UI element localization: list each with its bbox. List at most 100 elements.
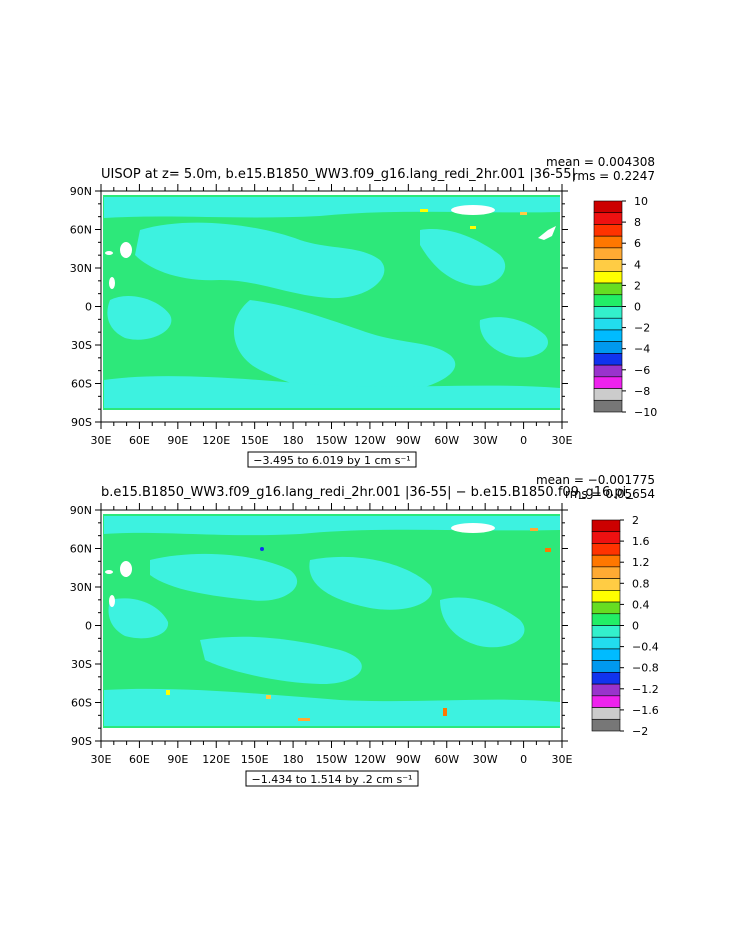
colorbar-swatch bbox=[593, 224, 623, 237]
panel-bottom-y-axis: 90N 60N 30N 0 30S 60S 90S bbox=[70, 504, 568, 748]
panel-top-title: UISOP at z= 5.0m, b.e15.B1850_WW3.f09_g1… bbox=[101, 167, 576, 182]
colorbar-swatch bbox=[591, 578, 621, 591]
y-tick-label: 60S bbox=[71, 697, 92, 710]
panel-bottom-map bbox=[100, 509, 563, 742]
x-tick-label: 60E bbox=[129, 753, 150, 766]
y-tick-label: 90N bbox=[70, 185, 92, 198]
colorbar-label: −2 bbox=[632, 725, 648, 738]
colorbar-swatch bbox=[593, 200, 623, 214]
colorbar-swatch bbox=[591, 683, 621, 697]
colorbar-label: −10 bbox=[634, 406, 657, 419]
y-tick-label: 30S bbox=[71, 339, 92, 352]
colorbar-swatch bbox=[591, 543, 621, 556]
x-tick-label: 30E bbox=[552, 753, 573, 766]
colorbar-label: 10 bbox=[634, 195, 648, 208]
colorbar-label: 2 bbox=[634, 279, 641, 292]
colorbar-swatch bbox=[591, 718, 621, 732]
x-tick-label: 90E bbox=[167, 434, 188, 447]
colorbar-swatch bbox=[593, 376, 623, 389]
colorbar-label: 1.2 bbox=[632, 556, 650, 569]
panel-top-colorbar: 10 8 6 4 2 0 −2 −4 −6 −8 −10 bbox=[593, 195, 657, 419]
y-tick-label: 90N bbox=[70, 504, 92, 517]
panel-top-y-axis: 90N 60N 30N 0 30S 60S 90S bbox=[70, 185, 568, 429]
colorbar-label: −4 bbox=[634, 343, 650, 356]
colorbar-label: 8 bbox=[634, 216, 641, 229]
x-tick-label: 120W bbox=[354, 434, 386, 447]
y-tick-label: 60N bbox=[70, 224, 92, 237]
panel-bottom-colorbar: 2 1.6 1.2 0.8 0.4 0 −0.4 −0.8 −1.2 −1.6 −2 bbox=[591, 514, 659, 738]
colorbar-label: −8 bbox=[634, 385, 650, 398]
x-tick-label: 30E bbox=[552, 434, 573, 447]
x-tick-label: 60W bbox=[434, 434, 459, 447]
colorbar-swatch bbox=[591, 590, 621, 603]
colorbar-swatch bbox=[593, 306, 623, 319]
colorbar-label: −0.4 bbox=[632, 641, 659, 654]
colorbar-swatch bbox=[593, 212, 623, 225]
panel-top-range-caption: −3.495 to 6.019 by 1 cm s⁻¹ bbox=[247, 451, 417, 468]
colorbar-label: 0.8 bbox=[632, 577, 650, 590]
x-tick-label: 0 bbox=[520, 753, 527, 766]
x-tick-label: 150E bbox=[241, 753, 269, 766]
colorbar-label: −6 bbox=[634, 364, 650, 377]
panel-top-rms: rms = 0.2247 bbox=[573, 169, 655, 183]
colorbar-swatch bbox=[591, 625, 621, 638]
x-tick-label: 120W bbox=[354, 753, 386, 766]
colorbar-swatch bbox=[591, 672, 621, 685]
x-tick-label: 150E bbox=[241, 434, 269, 447]
y-tick-label: 0 bbox=[85, 620, 92, 633]
y-tick-label: 0 bbox=[85, 301, 92, 314]
colorbar-swatch bbox=[593, 282, 623, 296]
x-tick-label: 30E bbox=[91, 434, 112, 447]
colorbar-swatch bbox=[591, 636, 621, 650]
panel-bottom-x-axis: 30E 60E 90E 120E 150E 180 150W 120W 90W 60W 30W 0 30… bbox=[91, 503, 573, 766]
x-tick-label: 120E bbox=[202, 434, 230, 447]
colorbar-swatch bbox=[593, 259, 623, 272]
colorbar-swatch bbox=[593, 341, 623, 354]
x-tick-label: 30E bbox=[91, 753, 112, 766]
colorbar-swatch bbox=[591, 519, 621, 533]
colorbar-label: 0 bbox=[632, 620, 639, 633]
colorbar-label: 2 bbox=[632, 514, 639, 527]
colorbar-label: −1.6 bbox=[632, 704, 659, 717]
colorbar-swatch bbox=[591, 554, 621, 568]
colorbar-label: 0 bbox=[634, 301, 641, 314]
colorbar-swatch bbox=[591, 601, 621, 615]
panel-top-x-axis: 30E 60E 90E 120E 150E 180 150W 120W 90W 60W 30W 0 30… bbox=[91, 184, 573, 447]
colorbar-label: −1.2 bbox=[632, 683, 659, 696]
y-tick-label: 30N bbox=[70, 581, 92, 594]
panel-bottom-range-caption: −1.434 to 1.514 by .2 cm s⁻¹ bbox=[245, 770, 419, 787]
y-tick-label: 90S bbox=[71, 735, 92, 748]
x-tick-label: 150W bbox=[316, 753, 348, 766]
x-tick-label: 90W bbox=[396, 753, 421, 766]
x-tick-label: 90E bbox=[167, 753, 188, 766]
y-tick-label: 90S bbox=[71, 416, 92, 429]
colorbar-label: −2 bbox=[634, 322, 650, 335]
x-tick-label: 150W bbox=[316, 434, 348, 447]
colorbar-swatch bbox=[591, 613, 621, 626]
x-tick-label: 90W bbox=[396, 434, 421, 447]
y-tick-label: 30N bbox=[70, 262, 92, 275]
panel-bottom-rms: rms = 0.05654 bbox=[565, 487, 655, 501]
x-tick-label: 180 bbox=[283, 753, 304, 766]
colorbar-swatch bbox=[591, 531, 621, 544]
panel-bottom-title: b.e15.B1850_WW3.f09_g16.lang_redi_2hr.00… bbox=[101, 485, 633, 500]
y-tick-label: 60N bbox=[70, 543, 92, 556]
panel-bottom-range-text: −1.434 to 1.514 by .2 cm s⁻¹ bbox=[252, 773, 413, 786]
x-tick-label: 30W bbox=[473, 753, 498, 766]
panel-top-mean: mean = 0.004308 bbox=[546, 155, 655, 169]
colorbar-swatch bbox=[591, 707, 621, 720]
x-tick-label: 0 bbox=[520, 434, 527, 447]
colorbar-swatch bbox=[591, 695, 621, 708]
x-tick-label: 120E bbox=[202, 753, 230, 766]
x-tick-label: 60E bbox=[129, 434, 150, 447]
colorbar-swatch bbox=[593, 271, 623, 284]
colorbar-label: 6 bbox=[634, 237, 641, 250]
panel-top-range-text: −3.495 to 6.019 by 1 cm s⁻¹ bbox=[253, 454, 410, 467]
colorbar-label: 4 bbox=[634, 258, 641, 271]
panel-top: UISOP at z= 5.0m, b.e15.B1850_WW3.f09_g1… bbox=[70, 155, 657, 468]
panel-bottom-mean: mean = −0.001775 bbox=[536, 473, 655, 487]
colorbar-swatch bbox=[593, 294, 623, 307]
y-tick-label: 30S bbox=[71, 658, 92, 671]
colorbar-swatch bbox=[593, 399, 623, 413]
